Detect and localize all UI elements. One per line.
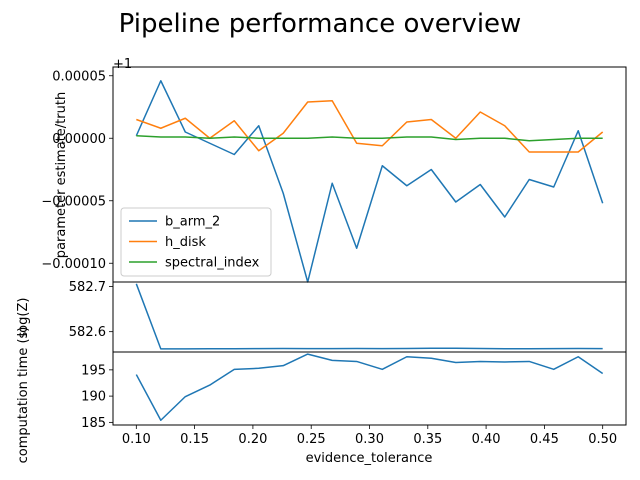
series-line-panel-1 [135, 283, 603, 350]
panel-computation-time: 195 190 185 computation time (s) 0.10 0.15 0.2… [16, 327, 627, 464]
series-line-spectral_index [136, 135, 603, 142]
x-tick-label: 0.20 [238, 432, 267, 447]
legend-entry: b_arm_2 [165, 215, 220, 230]
y-tick-label: 582.6 [69, 325, 106, 340]
legend-box [120, 207, 272, 277]
y-axis-label: parameter estimate/truth [54, 92, 69, 258]
series-line-b_arm_2 [135, 80, 604, 283]
panel-parameter-estimates: 0.00005 0.00000 −0.00005 −0.00010parameter … [41, 57, 627, 283]
series-line-panel-2 [135, 353, 604, 422]
offset-text: +1 [113, 57, 132, 72]
x-tick-label: 0.10 [122, 432, 151, 447]
x-tick-label: 0.50 [588, 432, 617, 447]
series-line-h_disk [136, 100, 604, 153]
x-tick-label: 0.15 [180, 432, 209, 447]
x-tick-label: 0.45 [530, 432, 559, 447]
legend: b_arm_2 h_disk spectral_index [120, 207, 272, 277]
legend-entry: h_disk [165, 235, 206, 250]
y-axis-label: log(Z) [16, 298, 31, 337]
x-axis-label: evidence_tolerance [306, 451, 433, 466]
x-tick-label: 0.30 [355, 432, 384, 447]
y-tick-label: 195 [81, 363, 106, 378]
y-tick-label: 190 [81, 390, 106, 405]
y-tick-label: 185 [81, 416, 106, 431]
axes-frame [112, 281, 627, 353]
y-tick-label: 0.00005 [52, 69, 106, 84]
x-tick-label: 0.35 [413, 432, 442, 447]
y-tick-label: 582.7 [69, 280, 106, 295]
figure-title: Pipeline performance overview [119, 9, 522, 39]
x-tick-label: 0.25 [297, 432, 326, 447]
x-tick-label: 0.40 [472, 432, 501, 447]
y-axis-label: computation time (s) [16, 327, 31, 464]
panel-log-evidence: 582.7 582.6 log(Z) [16, 280, 627, 353]
legend-entry: spectral_index [165, 256, 260, 271]
y-tick-label: −0.00010 [41, 257, 106, 272]
y-tick-label: −0.00005 [41, 194, 106, 209]
axes-frame [112, 351, 627, 426]
y-tick-label: 0.00000 [52, 132, 106, 147]
